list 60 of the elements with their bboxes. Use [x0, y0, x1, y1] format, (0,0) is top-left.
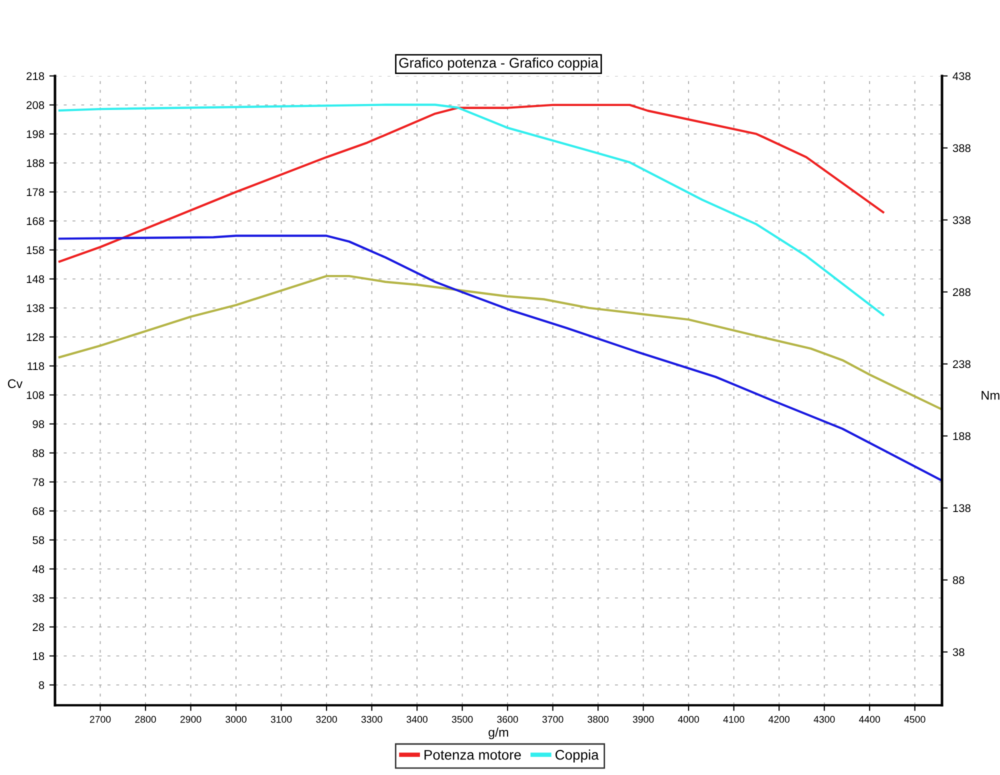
y-tick-label: 108 [26, 391, 44, 400]
line-series [58, 104, 884, 316]
y-tick-label: 198 [26, 130, 44, 138]
y-tick-label: 58 [32, 536, 44, 544]
line-series [58, 274, 942, 411]
y2-tick-label: 288 [952, 288, 970, 296]
y-tick-label: 38 [32, 594, 44, 602]
y2-tick-label: 438 [952, 72, 970, 80]
y-tick-label: 158 [26, 246, 44, 254]
x-tick-label: 4500 [904, 716, 926, 723]
x-tick-label: 3600 [497, 716, 518, 723]
legend-label: Potenza motore [424, 750, 521, 760]
y2-tick-label: 138 [953, 504, 970, 512]
y-tick-label: 218 [26, 72, 44, 80]
y2-tick-label: 38 [952, 648, 964, 656]
y-tick-label: 68 [32, 507, 44, 516]
x-tick-label: 4400 [859, 716, 880, 723]
y-axis-title: Cv [8, 379, 23, 388]
y-tick-label: 128 [26, 333, 44, 342]
y-tick-label: 28 [32, 623, 44, 632]
x-tick-label: 3500 [452, 716, 473, 723]
line-series [58, 104, 884, 263]
x-axis-title: g/m [488, 728, 508, 740]
x-tick-label: 3800 [588, 716, 608, 723]
x-tick-label: 3700 [542, 716, 564, 723]
y-tick-label: 98 [32, 420, 44, 428]
x-tick-label: 4200 [768, 716, 790, 723]
x-tick-label: 3900 [632, 716, 654, 723]
line-series [58, 234, 942, 482]
y-tick-label: 18 [33, 652, 44, 660]
y-tick-label: 118 [28, 362, 44, 370]
y-tick-label: 88 [32, 449, 44, 458]
y2-tick-label: 188 [953, 432, 970, 440]
x-tick-label: 3100 [270, 716, 292, 723]
y-tick-label: 8 [38, 681, 44, 690]
y2-tick-label: 88 [952, 576, 964, 584]
y2-tick-label: 388 [952, 144, 970, 152]
y-tick-label: 208 [26, 101, 44, 110]
x-tick-label: 4300 [814, 716, 835, 723]
y-tick-label: 188 [26, 159, 44, 168]
y-tick-label: 178 [26, 188, 44, 196]
x-tick-label: 2900 [180, 716, 202, 723]
y-tick-label: 48 [32, 565, 44, 574]
x-tick-label: 2800 [135, 716, 156, 723]
y2-tick-label: 238 [952, 360, 970, 368]
x-tick-label: 3200 [316, 716, 337, 723]
y-tick-label: 138 [26, 304, 44, 312]
chart-title: Grafico potenza - Grafico coppia [399, 58, 598, 70]
x-tick-label: 4000 [678, 716, 700, 723]
y2-tick-label: 338 [952, 216, 970, 224]
legend-label: Coppia [556, 750, 599, 762]
x-tick-label: 4100 [723, 716, 744, 723]
x-tick-label: 2700 [90, 716, 111, 723]
x-tick-label: 3300 [361, 716, 382, 723]
y-tick-label: 168 [26, 217, 44, 226]
x-tick-label: 3000 [226, 716, 246, 723]
y-tick-label: 78 [32, 478, 44, 486]
y2-axis-title: Nm [982, 391, 1000, 400]
y-tick-label: 148 [26, 275, 44, 284]
x-tick-label: 3400 [406, 716, 428, 723]
